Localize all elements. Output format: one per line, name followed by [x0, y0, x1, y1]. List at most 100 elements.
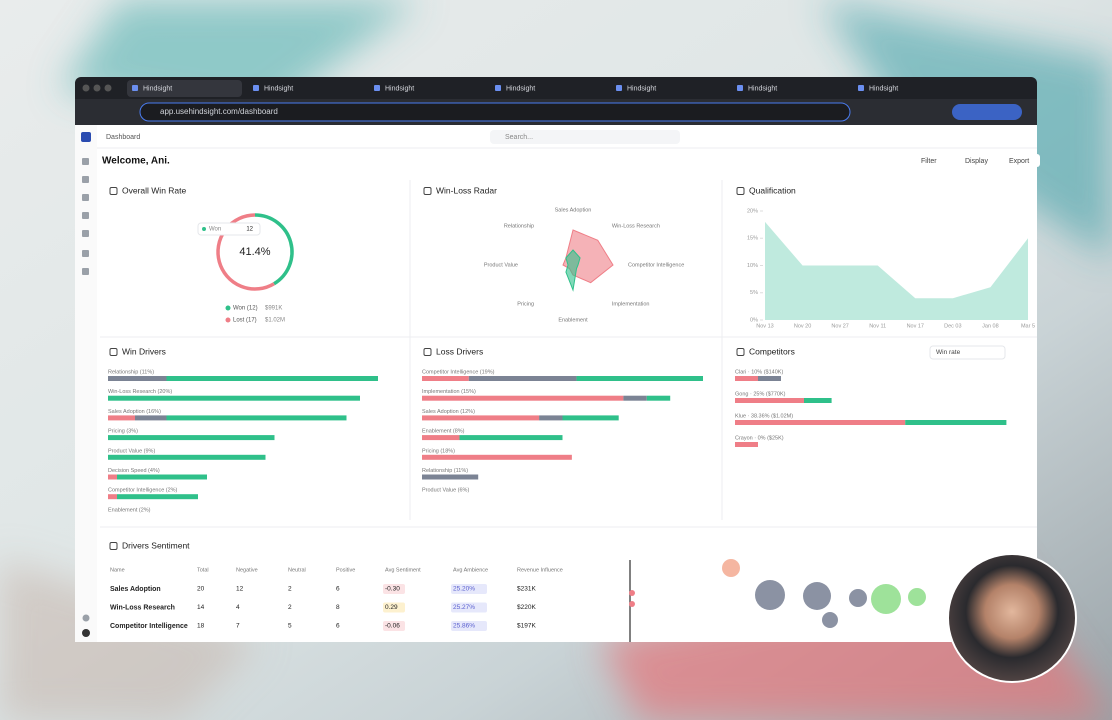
bar-segment	[117, 474, 207, 480]
bar-segment	[735, 420, 906, 425]
bar-segment	[468, 376, 577, 381]
legend-label: Won (12)	[233, 306, 258, 312]
column-header: Avg Ambience	[453, 567, 488, 573]
card-icon	[736, 187, 745, 195]
legend-swatch	[225, 317, 231, 323]
ambience-chip	[451, 602, 487, 613]
dropdown[interactable]	[929, 345, 1006, 360]
bar-label: Relationship (11%)	[422, 468, 468, 474]
radar-axis-label: Relationship	[504, 224, 534, 230]
legend-amount: $991K	[265, 306, 282, 312]
action-button[interactable]	[912, 154, 952, 167]
sentiment-chip	[383, 602, 405, 613]
table-cell: -0.06	[385, 623, 400, 630]
tooltip-swatch	[202, 227, 206, 231]
bar-label: Implementation (15%)	[422, 389, 476, 395]
bar-label: Pricing (18%)	[422, 448, 455, 454]
donut-center-label: 41.4%	[239, 246, 270, 258]
table-cell: 4	[236, 604, 240, 611]
bar-segment	[108, 474, 117, 480]
y-tick-label: 0%	[750, 317, 758, 323]
profile-button[interactable]	[952, 104, 1022, 120]
welcome: Welcome, Ani.	[102, 156, 170, 167]
table-cell: $197K	[517, 623, 536, 630]
donut-segment	[254, 213, 294, 286]
table-cell: 25.86%	[453, 623, 475, 630]
radar-axis-label: Competitor Intelligence	[628, 262, 684, 268]
card-dividers	[100, 180, 1037, 528]
bubbles	[629, 559, 926, 628]
table-cell: 2	[288, 604, 292, 611]
bar-label: Competitor Intelligence (2%)	[108, 488, 178, 494]
table-cell: Competitor Intelligence	[110, 623, 188, 630]
tab-title: Hindsight	[143, 85, 172, 92]
table-cell: 18	[197, 623, 205, 630]
tab-title: Hindsight	[506, 85, 535, 92]
bar-label: Klue · 38.36% ($1.02M)	[735, 413, 793, 419]
table-cell: 25.20%	[453, 586, 475, 593]
table-cell: -0.30	[385, 586, 400, 593]
bar-label: Pricing (3%)	[108, 429, 138, 435]
action-button[interactable]	[956, 154, 996, 167]
x-tick-label: Dec 03	[944, 323, 961, 329]
tab-icon	[616, 85, 622, 91]
bar-label: Enablement (2%)	[108, 507, 151, 513]
table-cell: 14	[197, 604, 205, 611]
action-label: Filter	[921, 158, 937, 165]
bar-segment	[623, 395, 647, 401]
column-header: Name	[110, 567, 125, 573]
app-logo	[81, 132, 91, 142]
window-button[interactable]	[104, 84, 112, 92]
window-button[interactable]	[82, 84, 90, 92]
card-icon	[109, 187, 118, 195]
bar-label: Product Value (9%)	[108, 448, 155, 454]
tab-title: Hindsight	[869, 85, 898, 92]
sidebar	[75, 125, 97, 642]
tab[interactable]	[127, 80, 242, 97]
dropdown-label: Win rate	[936, 349, 961, 356]
ambience-chip	[451, 584, 487, 594]
action-button[interactable]	[1000, 154, 1040, 167]
bar-segment	[166, 415, 347, 421]
bar-label: Gong · 25% ($770K)	[735, 391, 786, 397]
action-label: Display	[965, 158, 988, 165]
bar-segment	[735, 398, 804, 403]
search-box[interactable]	[490, 130, 680, 144]
radar-axis-label: Sales Adoption	[555, 207, 592, 213]
table-cell: 5	[288, 623, 292, 630]
table-cell: 6	[336, 586, 340, 593]
bar-segment	[576, 376, 703, 381]
radar-axis-label: Product Value	[484, 262, 518, 268]
bar-segment	[108, 435, 275, 441]
bar-segment	[108, 376, 167, 381]
y-tick-label: 20%	[747, 208, 758, 214]
sidebar-icons	[82, 158, 90, 637]
x-tick-label: Nov 13	[756, 323, 773, 329]
card-title: Win-Loss Radar	[436, 185, 497, 195]
bar-segment	[422, 454, 572, 460]
bar-segment	[166, 376, 378, 381]
sentiment-chip	[383, 584, 405, 594]
table-cell: 6	[336, 623, 340, 630]
legend-swatch	[225, 305, 231, 311]
column-header: Avg Sentiment	[385, 567, 421, 573]
bar-segment	[422, 395, 624, 401]
url: app.usehindsight.com/dashboard	[160, 107, 278, 116]
bar-label: Sales Adoption (16%)	[108, 409, 161, 415]
legend-label: Lost (17)	[233, 318, 257, 324]
bar-segment	[422, 415, 540, 421]
card-icon	[736, 348, 745, 356]
x-tick-label: Mar 5	[1021, 323, 1035, 329]
bar-segment	[117, 494, 198, 500]
radar-axis-label: Implementation	[612, 301, 650, 307]
column-header: Revenue Influence	[517, 567, 563, 573]
tab-title: Hindsight	[627, 85, 656, 92]
bar-segment	[422, 435, 460, 441]
x-tick-label: Nov 11	[869, 323, 886, 329]
table-cell: $220K	[517, 604, 536, 611]
window-button[interactable]	[93, 84, 101, 92]
tab-icon	[132, 85, 138, 91]
address-bar[interactable]	[139, 102, 851, 122]
bar-segment	[758, 376, 781, 381]
